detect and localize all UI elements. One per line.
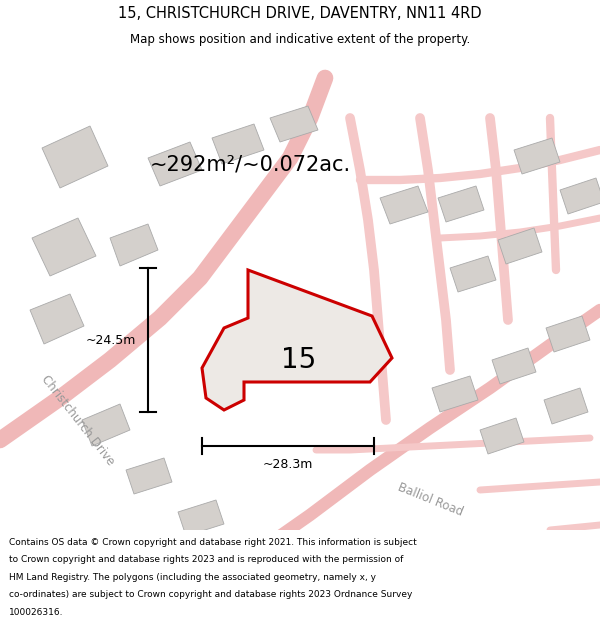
Polygon shape xyxy=(438,186,484,222)
Polygon shape xyxy=(380,186,428,224)
Polygon shape xyxy=(32,218,96,276)
Polygon shape xyxy=(514,138,560,174)
Text: 15, CHRISTCHURCH DRIVE, DAVENTRY, NN11 4RD: 15, CHRISTCHURCH DRIVE, DAVENTRY, NN11 4… xyxy=(118,6,482,21)
Polygon shape xyxy=(212,124,264,164)
Polygon shape xyxy=(480,418,524,454)
Polygon shape xyxy=(110,224,158,266)
Polygon shape xyxy=(178,500,224,536)
Polygon shape xyxy=(42,126,108,188)
Text: Contains OS data © Crown copyright and database right 2021. This information is : Contains OS data © Crown copyright and d… xyxy=(9,538,417,547)
Text: to Crown copyright and database rights 2023 and is reproduced with the permissio: to Crown copyright and database rights 2… xyxy=(9,555,403,564)
Text: ~292m²/~0.072ac.: ~292m²/~0.072ac. xyxy=(150,155,351,175)
Polygon shape xyxy=(498,228,542,264)
Polygon shape xyxy=(432,376,478,412)
Polygon shape xyxy=(82,404,130,446)
Text: 100026316.: 100026316. xyxy=(9,608,64,617)
Text: Christchurch Drive: Christchurch Drive xyxy=(39,372,117,468)
Text: ~28.3m: ~28.3m xyxy=(263,458,313,471)
Text: Balliol Road: Balliol Road xyxy=(395,481,464,519)
Polygon shape xyxy=(560,178,600,214)
Text: 15: 15 xyxy=(281,346,316,374)
Polygon shape xyxy=(30,294,84,344)
Text: Map shows position and indicative extent of the property.: Map shows position and indicative extent… xyxy=(130,32,470,46)
Polygon shape xyxy=(492,348,536,384)
Polygon shape xyxy=(148,142,202,186)
Polygon shape xyxy=(546,316,590,352)
Polygon shape xyxy=(450,256,496,292)
Text: ~24.5m: ~24.5m xyxy=(86,334,136,346)
Polygon shape xyxy=(270,106,318,142)
Polygon shape xyxy=(544,388,588,424)
Text: co-ordinates) are subject to Crown copyright and database rights 2023 Ordnance S: co-ordinates) are subject to Crown copyr… xyxy=(9,591,412,599)
Polygon shape xyxy=(126,458,172,494)
Text: HM Land Registry. The polygons (including the associated geometry, namely x, y: HM Land Registry. The polygons (includin… xyxy=(9,572,376,582)
Polygon shape xyxy=(202,270,392,410)
